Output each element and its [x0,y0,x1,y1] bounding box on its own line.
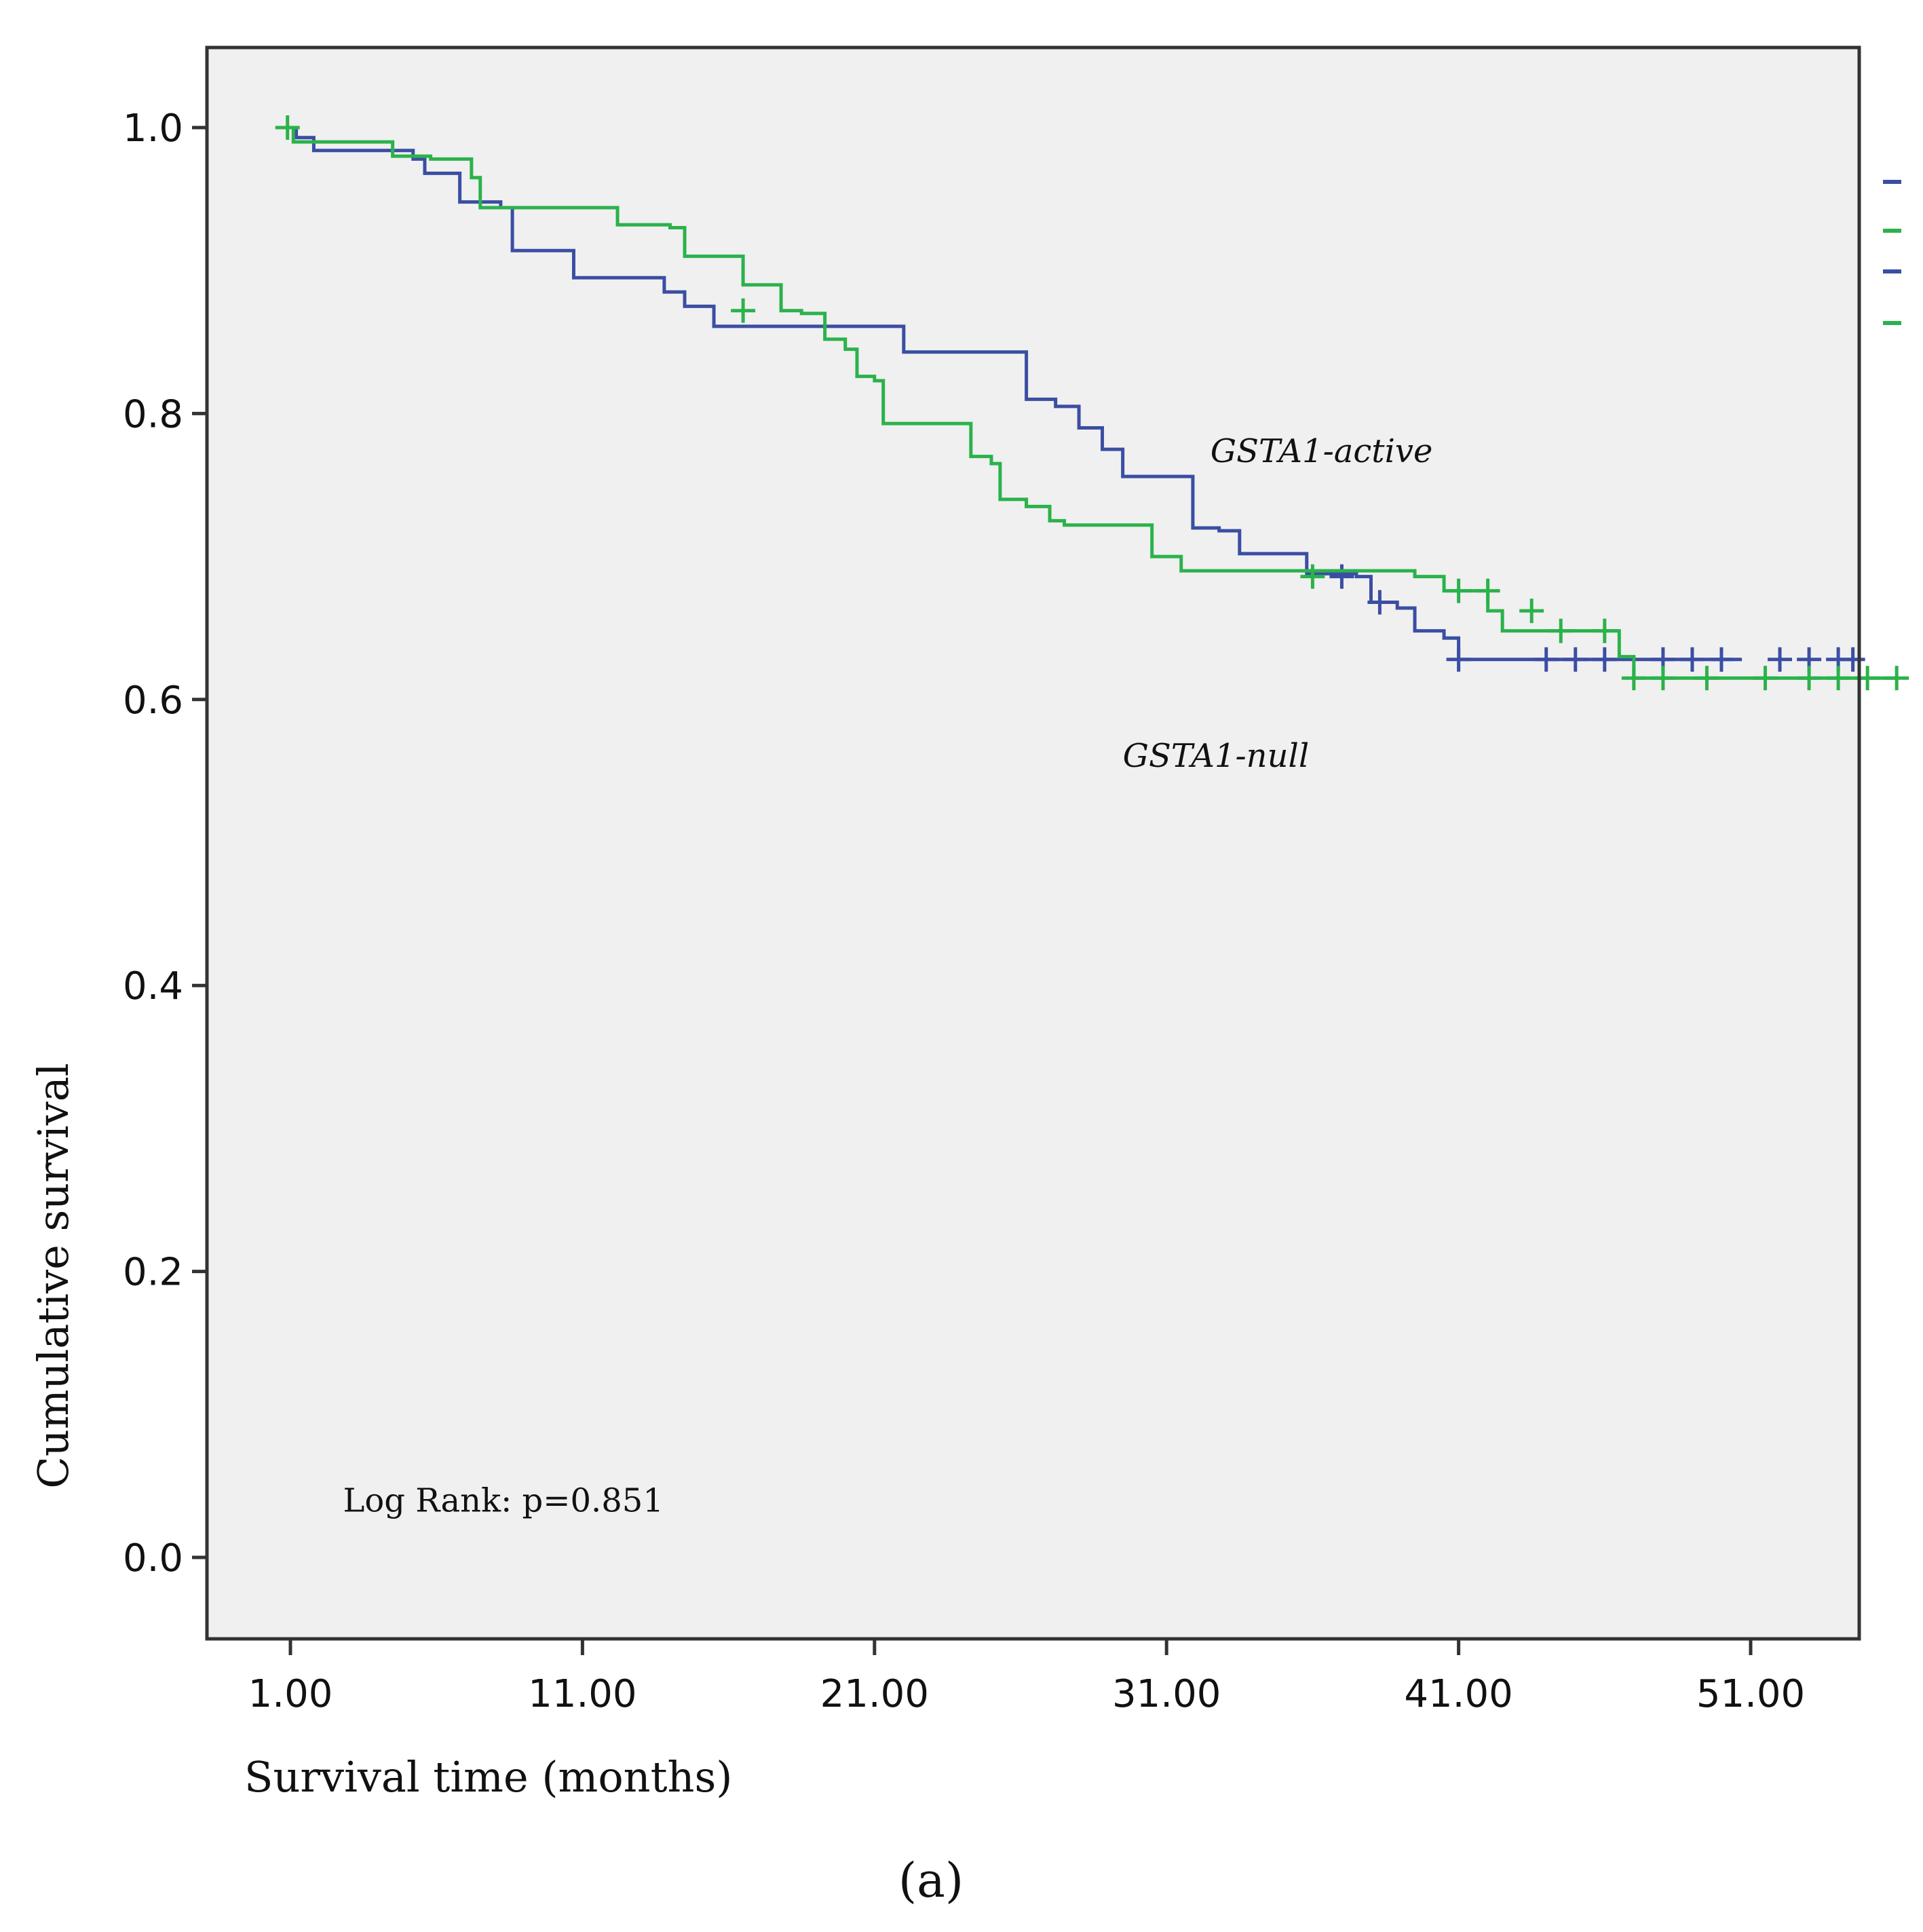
x-tick-label: 41.00 [1404,1672,1512,1716]
figure-caption: (a) [898,1853,964,1908]
y-tick-label: 0.2 [123,1251,183,1295]
series-group-gsta1-null [275,115,1909,691]
series-line-gsta1-active [287,126,1743,662]
series-layer [275,115,1909,691]
y-axis-title: Cumulative survival [28,1063,78,1488]
x-axis-title: Survival time (months) [244,1752,732,1802]
legend-layer [1883,180,1901,325]
y-tick-label: 1.0 [123,107,183,151]
x-tick-label: 31.00 [1112,1672,1221,1716]
annotation-log-rank-p-0-851: Log Rank: p=0.851 [343,1482,663,1520]
y-tick-label: 0.6 [123,679,183,723]
x-tick-label: 1.00 [248,1672,333,1716]
y-tick-label: 0.4 [123,964,183,1008]
annotation-gsta1-active: GSTA1-active [1211,432,1433,470]
plot-area-background [207,48,1859,1639]
y-tick-label: 0.0 [123,1536,183,1580]
y-tick-label: 0.8 [123,392,183,436]
annotation-gsta1-null: GSTA1-null [1123,737,1310,775]
annotation-layer: GSTA1-active GSTA1-null Log Rank: p=0.851 [343,432,1432,1520]
plot-frame [205,45,1861,1641]
x-tick-label: 21.00 [820,1672,929,1716]
x-tick-label: 51.00 [1696,1672,1805,1716]
axis-layer: 0.0 0.2 0.4 0.6 0.8 1.0 1.00 11.00 21.00 31.00 41.… [123,107,1805,1716]
x-tick-label: 11.00 [528,1672,636,1716]
series-line-gsta1-null [287,126,1897,680]
